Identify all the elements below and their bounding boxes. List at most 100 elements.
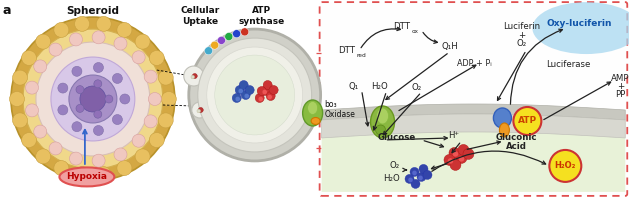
Circle shape (513, 107, 541, 135)
Circle shape (96, 16, 111, 31)
Text: H₂O: H₂O (383, 174, 400, 183)
Circle shape (205, 47, 212, 55)
Circle shape (74, 167, 89, 182)
Circle shape (423, 170, 432, 179)
Circle shape (11, 17, 175, 181)
Text: +: + (617, 82, 624, 90)
Ellipse shape (500, 123, 510, 137)
Circle shape (92, 154, 105, 167)
Circle shape (13, 113, 28, 128)
Circle shape (23, 29, 163, 169)
Circle shape (241, 90, 250, 100)
Circle shape (463, 148, 474, 159)
Text: DTT: DTT (394, 22, 411, 30)
Circle shape (36, 34, 50, 49)
Circle shape (217, 36, 226, 44)
Text: ATP
synthase: ATP synthase (239, 6, 285, 26)
Ellipse shape (375, 125, 386, 135)
Circle shape (51, 57, 135, 141)
Circle shape (444, 154, 455, 165)
Circle shape (21, 132, 37, 148)
Circle shape (80, 86, 106, 112)
Circle shape (418, 175, 423, 180)
Text: Luciferin: Luciferin (503, 22, 540, 30)
Circle shape (34, 60, 47, 73)
Circle shape (419, 164, 428, 173)
Circle shape (149, 132, 164, 148)
Circle shape (58, 105, 68, 115)
Polygon shape (322, 114, 625, 138)
Circle shape (21, 50, 37, 66)
Ellipse shape (377, 108, 389, 124)
Circle shape (69, 152, 83, 165)
Circle shape (74, 16, 89, 31)
Text: Acid: Acid (506, 142, 527, 151)
Circle shape (235, 86, 244, 94)
Circle shape (235, 96, 240, 102)
Ellipse shape (370, 106, 394, 138)
Text: H⁺: H⁺ (448, 131, 459, 140)
Polygon shape (322, 104, 625, 120)
Circle shape (92, 31, 105, 44)
Circle shape (232, 93, 241, 103)
Circle shape (184, 66, 203, 86)
Circle shape (26, 81, 38, 94)
Circle shape (144, 70, 157, 83)
Circle shape (267, 94, 272, 100)
Text: bo₃: bo₃ (324, 101, 337, 109)
Circle shape (36, 149, 50, 164)
Circle shape (198, 38, 312, 152)
Circle shape (93, 63, 103, 72)
Ellipse shape (493, 108, 512, 128)
Text: DTT: DTT (338, 46, 355, 55)
Circle shape (9, 91, 25, 107)
Text: Hypoxia: Hypoxia (66, 172, 107, 181)
Circle shape (225, 32, 233, 41)
Circle shape (417, 172, 426, 181)
Circle shape (114, 37, 127, 50)
Circle shape (238, 89, 243, 93)
Circle shape (412, 170, 417, 175)
Circle shape (458, 145, 469, 155)
Circle shape (149, 50, 164, 66)
Circle shape (135, 149, 150, 164)
Circle shape (192, 73, 197, 79)
Ellipse shape (302, 100, 323, 126)
Circle shape (158, 70, 173, 85)
Circle shape (198, 108, 203, 112)
Ellipse shape (59, 168, 115, 186)
Circle shape (266, 91, 275, 101)
Text: Glucose: Glucose (377, 133, 416, 142)
Circle shape (49, 142, 62, 155)
Circle shape (260, 87, 269, 95)
Circle shape (411, 179, 420, 188)
Text: red: red (357, 52, 366, 58)
Circle shape (54, 161, 69, 176)
Circle shape (207, 47, 302, 143)
Text: ADP + Pᵢ: ADP + Pᵢ (457, 59, 492, 68)
Circle shape (245, 86, 254, 94)
Text: Q₁: Q₁ (348, 82, 358, 90)
Circle shape (232, 30, 241, 38)
Circle shape (72, 66, 82, 76)
Text: Gluconic: Gluconic (496, 133, 537, 142)
Text: +: + (518, 30, 525, 40)
Circle shape (69, 75, 117, 123)
Circle shape (459, 156, 464, 162)
Circle shape (94, 80, 102, 88)
Circle shape (241, 28, 249, 36)
Circle shape (192, 102, 208, 118)
Circle shape (255, 93, 264, 103)
Circle shape (158, 113, 173, 128)
Ellipse shape (532, 2, 630, 54)
Circle shape (69, 33, 83, 46)
Text: Oxidase: Oxidase (324, 110, 355, 119)
Text: O₂: O₂ (516, 39, 527, 48)
Circle shape (94, 110, 102, 118)
Circle shape (132, 134, 145, 147)
Circle shape (148, 92, 161, 106)
Circle shape (34, 125, 47, 138)
Circle shape (262, 89, 267, 94)
Circle shape (36, 42, 150, 156)
Circle shape (161, 91, 176, 107)
